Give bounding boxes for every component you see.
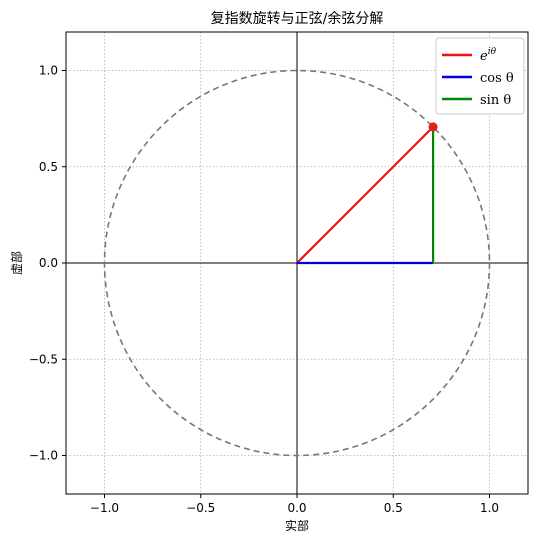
y-tick-label: 1.0 — [39, 64, 58, 78]
chart-title: 复指数旋转与正弦/余弦分解 — [211, 10, 384, 27]
x-tick-label: −1.0 — [90, 501, 119, 515]
x-tick-label: 1.0 — [480, 501, 499, 515]
y-tick-label: −1.0 — [29, 449, 58, 463]
x-axis-label: 实部 — [285, 518, 309, 533]
legend-label-2: sin θ — [480, 93, 511, 108]
y-tick-label: 0.5 — [39, 160, 58, 174]
legend: eiθ cos θ sin θ — [435, 37, 525, 115]
x-tick-label: 0.5 — [384, 501, 403, 515]
y-tick-label: 0.0 — [39, 256, 58, 270]
y-axis-label: 虚部 — [9, 251, 24, 275]
unit-circle — [103, 69, 491, 457]
y-tick-label: −0.5 — [29, 352, 58, 366]
legend-box — [435, 37, 525, 115]
x-tick-label: 0.0 — [287, 501, 306, 515]
legend-label-0: eiθ — [480, 47, 497, 64]
x-axis-ticks: −1.0 −0.5 0.0 0.5 1.0 — [90, 494, 499, 515]
x-tick-label: −0.5 — [186, 501, 215, 515]
series-line-0 — [296, 126, 434, 264]
tip-point — [428, 122, 438, 132]
y-axis-ticks: −1.0 −0.5 0.0 0.5 1.0 — [29, 64, 66, 463]
legend-label-1: cos θ — [480, 71, 514, 86]
series — [296, 126, 435, 265]
